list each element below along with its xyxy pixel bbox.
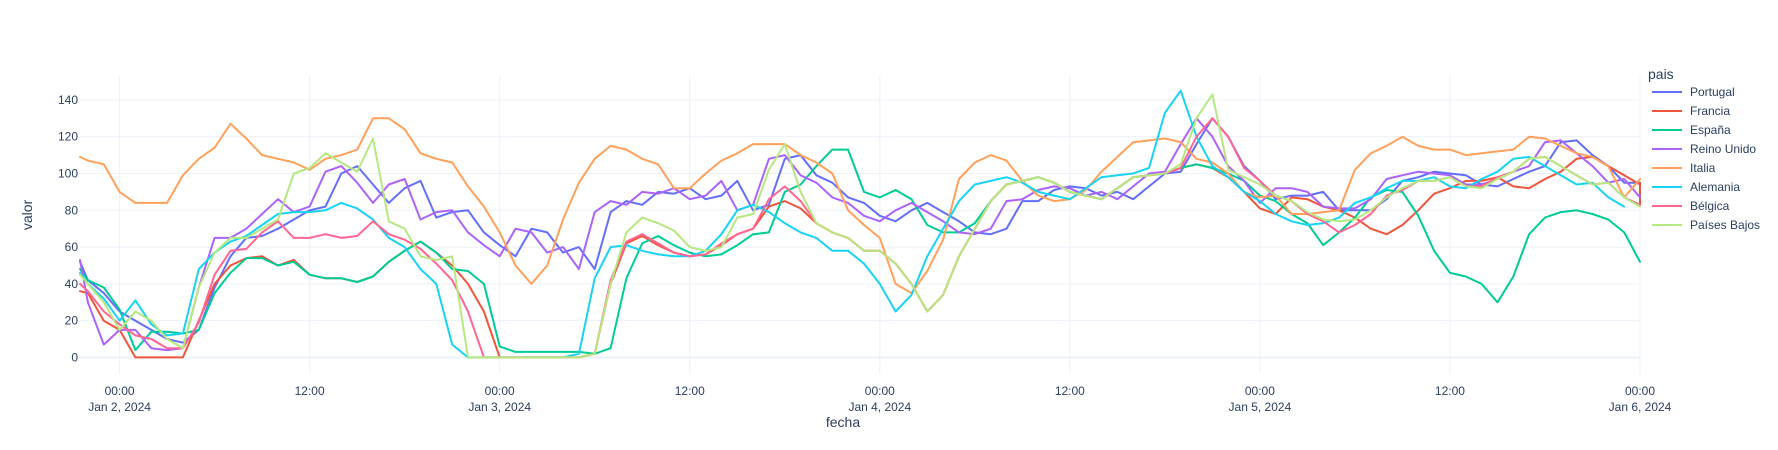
- series-line-7: [79, 93, 1641, 359]
- y-tick: 0: [71, 350, 78, 364]
- x-tick: 00:00 Jan 5, 2024: [1229, 384, 1292, 414]
- x-axis: 00:00 Jan 2, 2024 12:00 00:00 Jan 3, 2024 12:…: [88, 384, 1671, 414]
- x-tick-date-label: Jan 5, 2024: [1229, 400, 1292, 414]
- series-line-0: [79, 117, 1641, 344]
- x-tick-label: 00:00: [1245, 384, 1275, 398]
- y-tick: 140: [58, 93, 78, 107]
- y-tick: 40: [65, 277, 79, 291]
- y-axis-title: valor: [19, 199, 35, 230]
- legend-item[interactable]: Bélgica: [1652, 199, 1730, 213]
- x-tick: 00:00 Jan 2, 2024: [88, 384, 151, 414]
- x-tick-date-label: Jan 2, 2024: [88, 400, 151, 414]
- legend-label: Alemania: [1690, 180, 1740, 194]
- x-tick-label: 12:00: [295, 384, 325, 398]
- x-tick-label: 00:00: [485, 384, 515, 398]
- y-tick-label: 80: [65, 203, 79, 217]
- legend-label: Países Bajos: [1690, 218, 1760, 232]
- series-line-6: [79, 117, 1641, 359]
- y-tick: 80: [65, 203, 79, 217]
- y-tick: 100: [58, 166, 78, 180]
- y-tick-label: 60: [65, 240, 79, 254]
- grid: [80, 76, 1641, 374]
- x-tick-label: 00:00: [1625, 384, 1655, 398]
- legend-label: Francia: [1690, 104, 1730, 118]
- x-tick-label: 00:00: [105, 384, 135, 398]
- legend: pais Portugal Francia España Reino Unido Ita…: [1648, 66, 1760, 232]
- x-tick: 00:00 Jan 3, 2024: [468, 384, 531, 414]
- x-tick: 12:00: [1055, 384, 1085, 398]
- x-tick: 12:00: [1435, 384, 1465, 398]
- legend-label: Portugal: [1690, 85, 1735, 99]
- series-line-3: [79, 117, 1641, 352]
- x-tick: 00:00 Jan 6, 2024: [1609, 384, 1672, 414]
- x-tick-label: 12:00: [1055, 384, 1085, 398]
- series-line-5: [79, 89, 1626, 359]
- legend-item[interactable]: Francia: [1652, 104, 1730, 118]
- series-line-4: [79, 117, 1641, 295]
- x-tick-label: 12:00: [1435, 384, 1465, 398]
- x-tick-date-label: Jan 4, 2024: [848, 400, 911, 414]
- y-tick-label: 40: [65, 277, 79, 291]
- series-lines: [79, 89, 1641, 359]
- y-tick-label: 100: [58, 166, 78, 180]
- x-tick-date-label: Jan 6, 2024: [1609, 400, 1672, 414]
- x-tick-label: 12:00: [675, 384, 705, 398]
- y-tick-label: 120: [58, 130, 78, 144]
- legend-item[interactable]: España: [1652, 123, 1731, 137]
- y-tick-label: 140: [58, 93, 78, 107]
- y-tick: 120: [58, 130, 78, 144]
- legend-label: Italia: [1690, 161, 1716, 175]
- y-tick: 20: [65, 314, 79, 328]
- x-tick: 00:00 Jan 4, 2024: [848, 384, 911, 414]
- legend-label: Reino Unido: [1690, 142, 1756, 156]
- x-tick: 12:00: [295, 384, 325, 398]
- x-axis-title: fecha: [826, 414, 860, 430]
- x-tick-date-label: Jan 3, 2024: [468, 400, 531, 414]
- y-tick-label: 0: [71, 350, 78, 364]
- legend-title: pais: [1648, 66, 1674, 82]
- x-tick-label: 00:00: [865, 384, 895, 398]
- legend-item[interactable]: Portugal: [1652, 85, 1735, 99]
- legend-item[interactable]: Alemania: [1652, 180, 1740, 194]
- y-axis: 0 20 40 60 80 100 120 140: [58, 93, 78, 365]
- legend-label: España: [1690, 123, 1731, 137]
- y-tick-label: 20: [65, 314, 79, 328]
- y-tick: 60: [65, 240, 79, 254]
- legend-item[interactable]: Países Bajos: [1652, 218, 1760, 232]
- legend-item[interactable]: Reino Unido: [1652, 142, 1756, 156]
- legend-item[interactable]: Italia: [1652, 161, 1716, 175]
- x-tick: 12:00: [675, 384, 705, 398]
- legend-label: Bélgica: [1690, 199, 1730, 213]
